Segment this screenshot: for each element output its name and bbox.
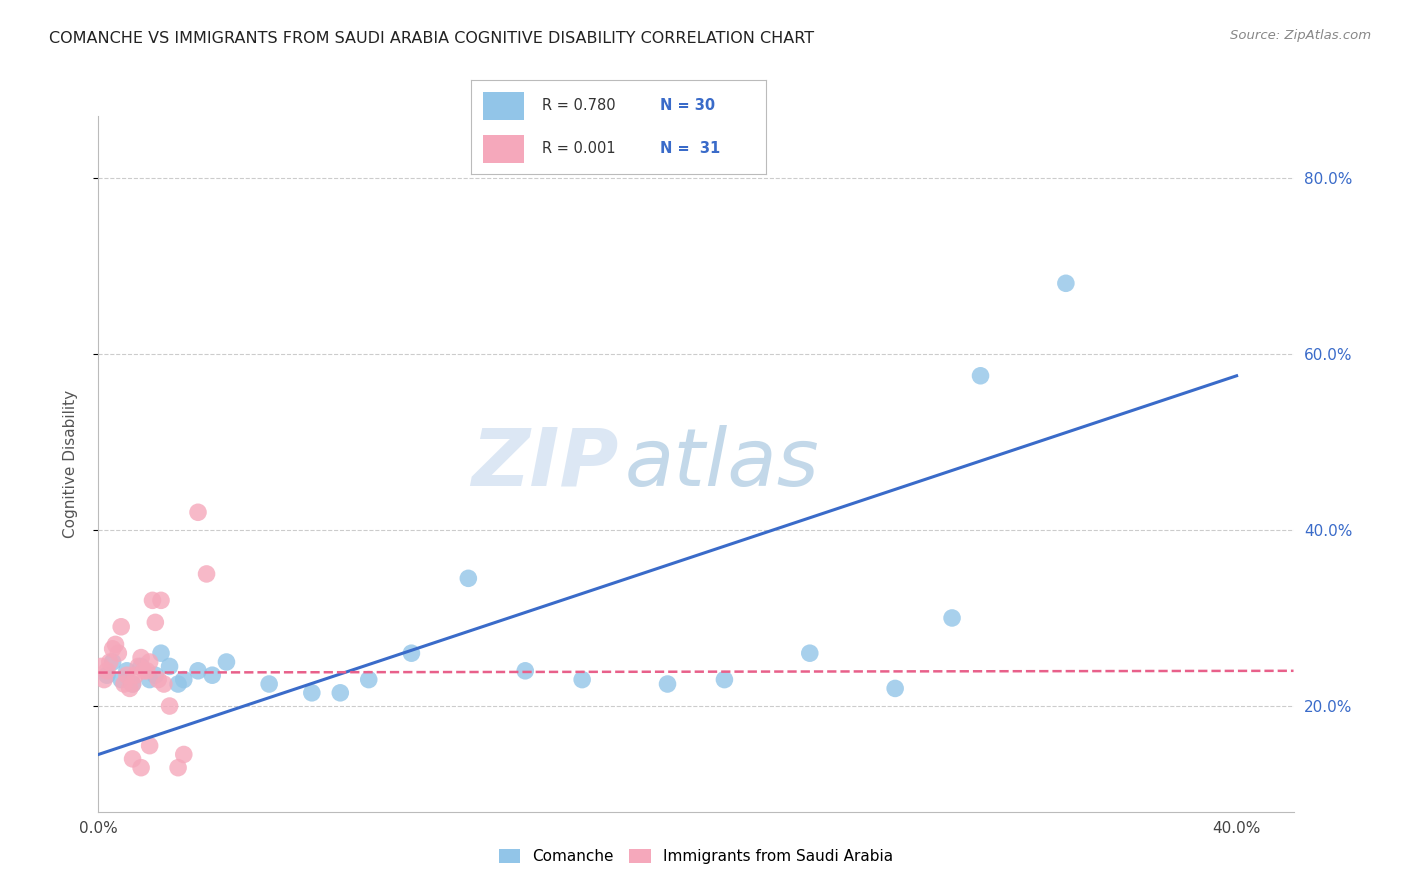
Point <box>143 615 166 630</box>
Point <box>127 659 149 673</box>
Point <box>150 646 173 660</box>
Point <box>107 646 129 660</box>
Point <box>129 650 152 665</box>
Point <box>799 646 821 660</box>
Text: R = 0.001: R = 0.001 <box>541 141 616 156</box>
Point <box>201 668 224 682</box>
Point <box>129 659 152 673</box>
Text: Source: ZipAtlas.com: Source: ZipAtlas.com <box>1230 29 1371 42</box>
Point <box>969 368 991 383</box>
Point <box>96 664 118 678</box>
Point <box>173 747 195 762</box>
Point <box>124 668 146 682</box>
Point <box>173 673 195 687</box>
Point <box>129 761 152 775</box>
Point <box>98 655 121 669</box>
Point <box>90 659 112 673</box>
Point <box>884 681 907 696</box>
Point <box>167 761 190 775</box>
Point <box>159 699 181 714</box>
Point <box>143 668 166 682</box>
Point <box>215 655 238 669</box>
Point <box>138 673 160 687</box>
Point <box>118 681 141 696</box>
Legend: Comanche, Immigrants from Saudi Arabia: Comanche, Immigrants from Saudi Arabia <box>492 842 900 871</box>
Text: R = 0.780: R = 0.780 <box>541 98 616 113</box>
Point <box>141 593 163 607</box>
Point <box>187 664 209 678</box>
Point <box>104 637 127 651</box>
Point <box>138 655 160 669</box>
Point <box>713 673 735 687</box>
Point <box>329 686 352 700</box>
Point <box>101 655 124 669</box>
Text: atlas: atlas <box>624 425 820 503</box>
Point <box>150 593 173 607</box>
Y-axis label: Cognitive Disability: Cognitive Disability <box>63 390 77 538</box>
Point <box>571 673 593 687</box>
Bar <box>482 92 524 120</box>
Text: N = 30: N = 30 <box>659 98 716 113</box>
Point <box>515 664 537 678</box>
Point <box>93 673 115 687</box>
Text: N =  31: N = 31 <box>659 141 720 156</box>
Text: COMANCHE VS IMMIGRANTS FROM SAUDI ARABIA COGNITIVE DISABILITY CORRELATION CHART: COMANCHE VS IMMIGRANTS FROM SAUDI ARABIA… <box>49 31 814 46</box>
Point <box>159 659 181 673</box>
Point <box>110 673 132 687</box>
Point <box>115 668 138 682</box>
Point <box>112 677 135 691</box>
Point <box>121 677 143 691</box>
Text: ZIP: ZIP <box>471 425 619 503</box>
Point <box>153 677 176 691</box>
Point <box>135 664 157 678</box>
Point <box>132 664 155 678</box>
Point <box>357 673 380 687</box>
Point <box>121 677 143 691</box>
Point <box>301 686 323 700</box>
Point <box>941 611 963 625</box>
Point <box>121 752 143 766</box>
Point <box>167 677 190 691</box>
Point <box>148 673 170 687</box>
Bar <box>482 135 524 162</box>
Point <box>101 641 124 656</box>
Point <box>401 646 423 660</box>
Point <box>187 505 209 519</box>
Point <box>110 620 132 634</box>
Point <box>457 571 479 585</box>
Point <box>657 677 679 691</box>
Point <box>96 668 118 682</box>
Point <box>195 566 218 581</box>
Point <box>115 664 138 678</box>
Point <box>1054 277 1077 291</box>
Point <box>138 739 160 753</box>
Point <box>257 677 280 691</box>
